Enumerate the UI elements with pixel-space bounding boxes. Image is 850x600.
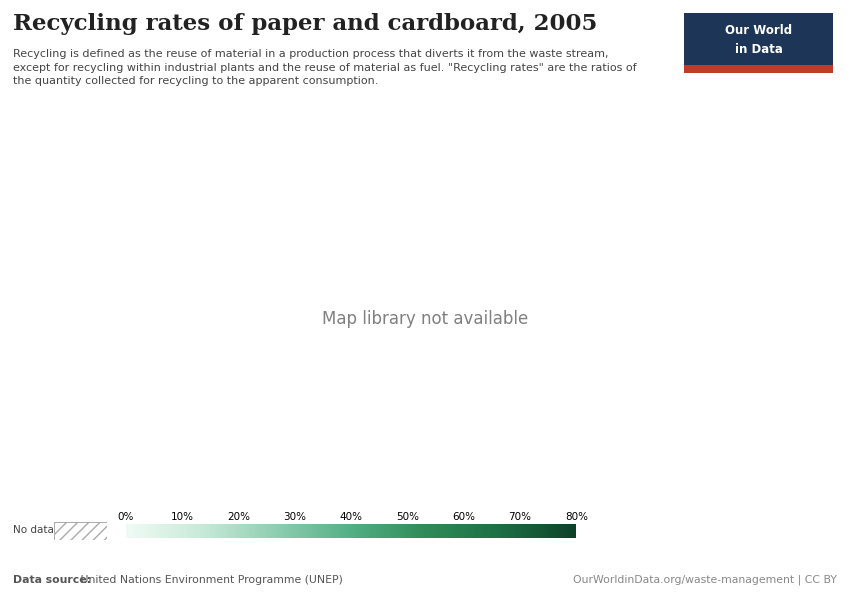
- Text: OurWorldinData.org/waste-management | CC BY: OurWorldinData.org/waste-management | CC…: [574, 575, 837, 585]
- Text: Recycling rates of paper and cardboard, 2005: Recycling rates of paper and cardboard, …: [13, 13, 597, 35]
- Text: United Nations Environment Programme (UNEP): United Nations Environment Programme (UN…: [77, 575, 343, 585]
- Text: Our World: Our World: [725, 23, 792, 37]
- Bar: [684, 65, 833, 73]
- Text: in Data: in Data: [734, 43, 783, 56]
- Text: Map library not available: Map library not available: [322, 311, 528, 329]
- Text: Recycling is defined as the reuse of material in a production process that diver: Recycling is defined as the reuse of mat…: [13, 49, 637, 86]
- Text: No data: No data: [13, 526, 54, 535]
- Bar: [684, 13, 833, 65]
- Text: Data source:: Data source:: [13, 575, 91, 585]
